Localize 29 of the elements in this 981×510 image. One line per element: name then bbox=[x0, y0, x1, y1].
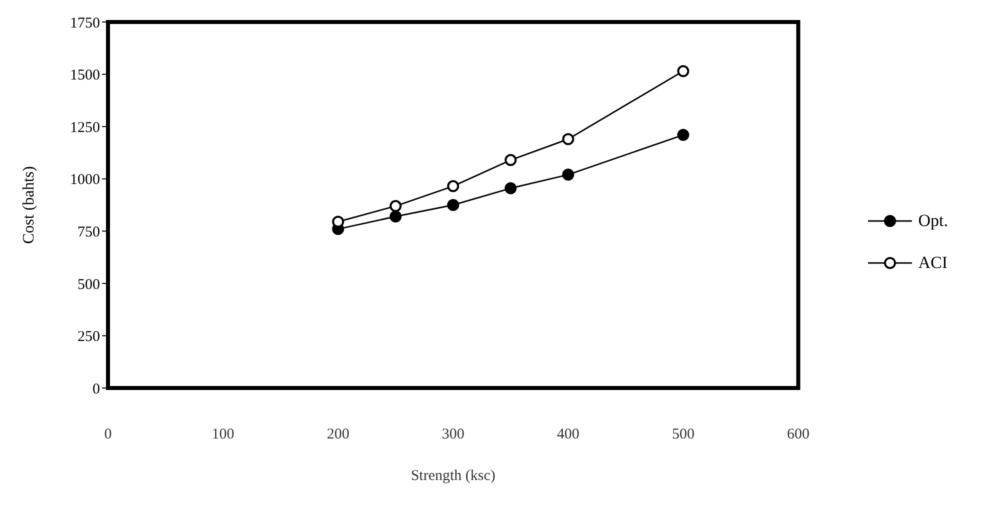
point bbox=[504, 182, 517, 194]
x-tick-label: 200 bbox=[326, 426, 350, 443]
point bbox=[447, 199, 460, 211]
x-tick-label: 500 bbox=[672, 426, 694, 443]
x-tick-label: 0 bbox=[104, 426, 112, 443]
y-tick-label: 1500 bbox=[70, 68, 100, 84]
legend-label: Opt. bbox=[918, 211, 948, 231]
point bbox=[390, 210, 402, 223]
point bbox=[562, 133, 574, 146]
point bbox=[562, 168, 574, 181]
y-tick-label: 1750 bbox=[70, 15, 100, 32]
y-tick-label: 250 bbox=[78, 329, 100, 346]
y-tick-label: 0 bbox=[92, 381, 100, 398]
y-axis-title: Cost (bahts) bbox=[20, 166, 38, 244]
point bbox=[504, 154, 517, 166]
point bbox=[447, 180, 460, 192]
x-tick-label: 100 bbox=[212, 426, 234, 443]
point bbox=[390, 200, 402, 212]
x-tick-label: 400 bbox=[556, 426, 580, 443]
y-tick-label: 750 bbox=[78, 224, 100, 240]
x-tick-label: 300 bbox=[442, 426, 464, 443]
point bbox=[677, 65, 690, 78]
x-tick-label: 600 bbox=[787, 426, 810, 443]
y-tick-label: 1000 bbox=[70, 172, 100, 188]
y-tick-label: 500 bbox=[78, 276, 100, 293]
y-tick-label: 1250 bbox=[70, 120, 100, 136]
point bbox=[677, 128, 690, 141]
x-axis-title: Strength (ksc) bbox=[410, 468, 496, 484]
legend-label: ACI bbox=[918, 253, 948, 273]
